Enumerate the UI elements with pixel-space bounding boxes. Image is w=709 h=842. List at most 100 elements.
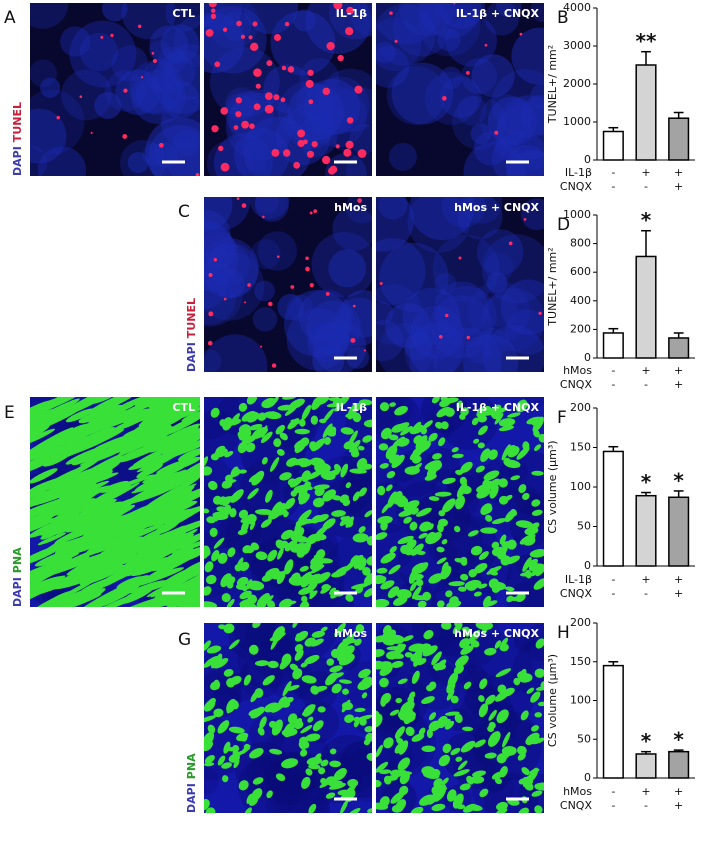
texture: [402, 287, 461, 346]
pna-stain: [388, 564, 401, 575]
tunel-spot: [220, 107, 229, 115]
pna-stain: [358, 487, 367, 497]
pna-stain: [301, 404, 312, 420]
pna-stain: [438, 510, 446, 517]
pna-stain: [246, 793, 253, 805]
texture: [463, 141, 526, 176]
pna-stain: [294, 428, 310, 435]
pna-stain: [30, 452, 61, 473]
pna-stain: [165, 397, 195, 406]
pna-stain: [495, 668, 512, 678]
micrograph: [204, 3, 372, 176]
pna-stain: [340, 799, 349, 813]
tunel-spot: [305, 79, 314, 88]
pna-stain: [494, 413, 504, 425]
pna-stain: [281, 397, 297, 400]
tunel-spot: [123, 88, 128, 93]
pna-stain: [292, 668, 303, 680]
tunel-spot: [394, 39, 398, 43]
pna-stain: [398, 509, 416, 517]
pna-stain: [318, 767, 326, 775]
pna-stain: [204, 762, 215, 767]
pna-stain: [284, 559, 294, 575]
tunel-spot: [465, 71, 470, 75]
pna-stain: [363, 572, 372, 586]
pna-stain: [333, 767, 347, 781]
tunel-spot: [218, 145, 224, 152]
tunel-spot: [273, 94, 280, 101]
pna-stain: [148, 397, 176, 409]
pna-stain: [177, 447, 200, 462]
pna-stain: [457, 760, 468, 771]
pna-stain: [515, 520, 533, 528]
pna-stain: [539, 782, 544, 789]
pna-stain: [488, 709, 497, 721]
pna-stain: [58, 579, 96, 600]
pna-stain: [478, 583, 488, 589]
pna-stain: [58, 477, 99, 499]
pna-stain: [451, 447, 459, 453]
pna-stain: [464, 630, 471, 637]
pna-stain: [431, 803, 446, 812]
pna-stain: [380, 580, 395, 590]
pna-stain: [478, 695, 485, 703]
pna-stain: [362, 435, 372, 443]
y-tick-label: 400: [570, 294, 591, 307]
pna-stain: [522, 492, 530, 500]
pna-stain: [507, 412, 521, 418]
pna-stain: [30, 404, 52, 422]
tunel-spot: [519, 32, 523, 36]
stain-label: DAPI TUNEL: [11, 102, 24, 176]
pna-stain: [446, 789, 457, 802]
texture: [524, 397, 544, 408]
pna-stain: [129, 580, 167, 594]
tunel-spot: [466, 335, 471, 340]
pna-stain: [531, 725, 539, 732]
pna-stain: [518, 484, 527, 494]
pna-stain: [75, 499, 112, 519]
tunel-spot: [271, 148, 280, 157]
texture: [376, 46, 410, 88]
pna-stain: [277, 547, 284, 560]
pna-stain: [284, 539, 298, 552]
pna-stain: [501, 745, 517, 756]
panel-letter: E: [4, 403, 15, 423]
pna-stain: [108, 545, 160, 570]
pna-stain: [243, 674, 252, 686]
tunel-spot: [389, 11, 393, 15]
pna-stain: [112, 415, 148, 432]
pna-stain: [269, 457, 280, 472]
pna-stain: [74, 515, 104, 529]
pna-stain: [450, 747, 461, 756]
pna-stain: [524, 569, 532, 579]
pna-stain: [433, 778, 443, 788]
pna-stain: [228, 639, 240, 650]
tunel-spot: [523, 218, 527, 221]
pna-stain: [204, 546, 211, 556]
texture: [30, 145, 48, 176]
pna-stain: [302, 740, 310, 749]
pna-stain: [376, 635, 389, 643]
texture: [30, 59, 58, 88]
tunel-spot: [264, 92, 273, 100]
y-tick-label: 600: [570, 265, 591, 278]
pna-stain: [428, 432, 438, 442]
pna-stain: [226, 598, 235, 607]
texture: [30, 108, 67, 164]
texture: [340, 444, 372, 487]
texture: [327, 329, 350, 352]
pna-stain: [289, 476, 303, 488]
treatment-mark: +: [641, 166, 650, 179]
pna-stain: [322, 423, 333, 438]
pna-stain: [119, 397, 175, 408]
pna-stain: [144, 476, 200, 508]
texture: [432, 327, 502, 372]
image-bg: [376, 197, 544, 372]
pna-stain: [355, 586, 364, 594]
pna-stain: [299, 600, 310, 607]
pna-stain: [204, 586, 212, 596]
pna-stain: [271, 501, 283, 516]
y-tick-label: 100: [570, 480, 591, 493]
tunel-spot: [346, 6, 354, 15]
tunel-spot: [281, 65, 287, 71]
